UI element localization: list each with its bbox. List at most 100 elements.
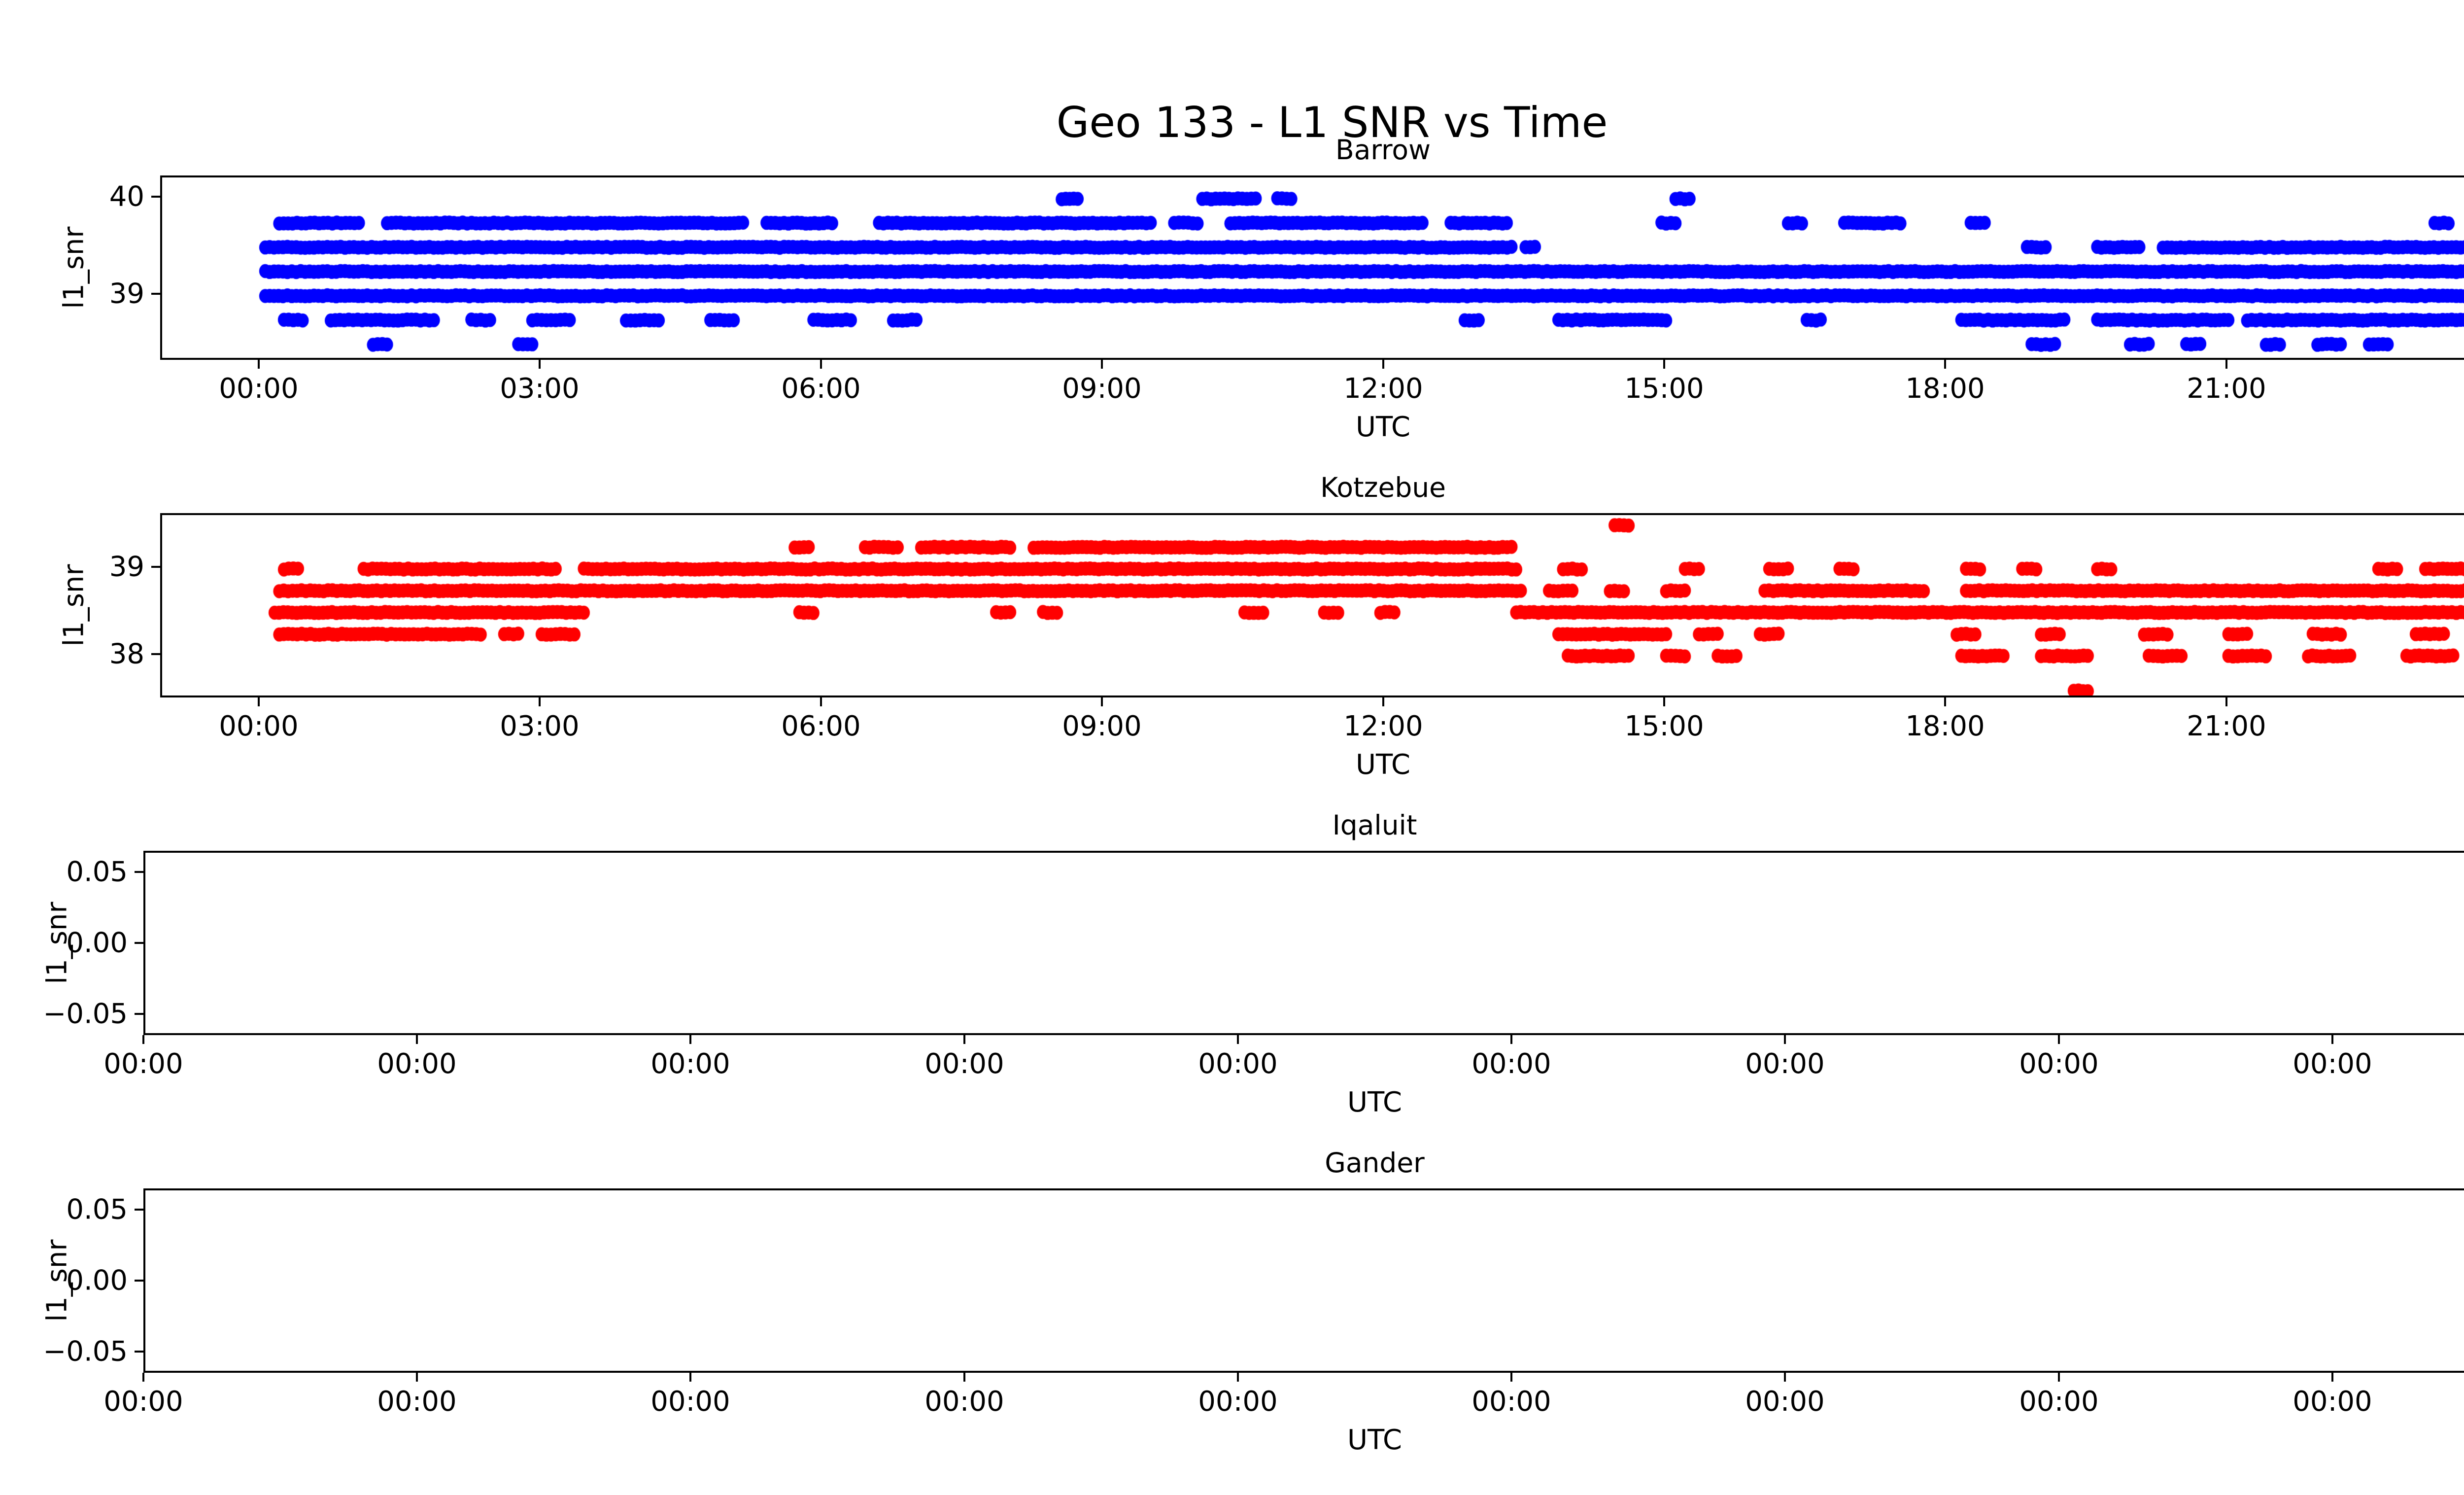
subplot-title-kotzebue: Kotzebue bbox=[1320, 472, 1446, 503]
ytick-gander-0 bbox=[135, 1209, 143, 1211]
yticklabel-gander-2: −0.05 bbox=[43, 1335, 128, 1368]
subplot-title-barrow: Barrow bbox=[1335, 134, 1431, 166]
xticklabel-barrow-6: 18:00 bbox=[1905, 373, 1985, 405]
figure-title-line-1: Geo 133 - L1 SNR vs Time bbox=[1056, 98, 1608, 147]
xtick-gander-4 bbox=[1237, 1373, 1239, 1382]
xtick-barrow-2 bbox=[820, 360, 822, 369]
xtick-gander-3 bbox=[963, 1373, 965, 1382]
xticklabel-kotzebue-4: 12:00 bbox=[1343, 710, 1423, 742]
xticklabel-barrow-4: 12:00 bbox=[1343, 373, 1423, 405]
ylabel-gander: l1_snr bbox=[41, 1239, 73, 1322]
axes-gander bbox=[143, 1188, 2464, 1373]
ytick-gander-1 bbox=[135, 1280, 143, 1282]
xticklabel-kotzebue-1: 03:00 bbox=[500, 710, 580, 742]
subplot-title-gander: Gander bbox=[1325, 1147, 1425, 1179]
xtick-gander-6 bbox=[1784, 1373, 1786, 1382]
xtick-iqaluit-5 bbox=[1510, 1035, 1512, 1044]
ytick-iqaluit-2 bbox=[135, 1013, 143, 1015]
scatter-points-iqaluit bbox=[145, 853, 2464, 1033]
xlabel-iqaluit: UTC bbox=[1347, 1086, 1403, 1118]
xticklabel-barrow-7: 21:00 bbox=[2187, 373, 2266, 405]
xticklabel-iqaluit-7: 00:00 bbox=[2019, 1048, 2099, 1080]
xticklabel-barrow-2: 06:00 bbox=[781, 373, 861, 405]
xtick-kotzebue-0 bbox=[258, 697, 260, 706]
xtick-barrow-4 bbox=[1382, 360, 1384, 369]
xticklabel-kotzebue-0: 00:00 bbox=[219, 710, 299, 742]
xtick-barrow-5 bbox=[1663, 360, 1665, 369]
xticklabel-gander-2: 00:00 bbox=[650, 1386, 730, 1418]
xtick-kotzebue-1 bbox=[539, 697, 541, 706]
xtick-barrow-6 bbox=[1944, 360, 1946, 369]
yticklabel-barrow-0: 40 bbox=[109, 180, 144, 213]
yticklabel-iqaluit-2: −0.05 bbox=[43, 998, 128, 1030]
yticklabel-gander-1: 0.00 bbox=[66, 1264, 128, 1297]
xtick-barrow-0 bbox=[258, 360, 260, 369]
xlabel-barrow: UTC bbox=[1355, 411, 1411, 443]
xticklabel-iqaluit-3: 00:00 bbox=[924, 1048, 1004, 1080]
ylabel-kotzebue: l1_snr bbox=[58, 564, 90, 647]
xtick-kotzebue-5 bbox=[1663, 697, 1665, 706]
xticklabel-iqaluit-1: 00:00 bbox=[377, 1048, 457, 1080]
yticklabel-kotzebue-0: 39 bbox=[109, 551, 144, 583]
xtick-gander-5 bbox=[1510, 1373, 1512, 1382]
xticklabel-gander-8: 00:00 bbox=[2293, 1386, 2372, 1418]
yticklabel-gander-0: 0.05 bbox=[66, 1193, 128, 1226]
scatter-points-barrow bbox=[162, 177, 2464, 358]
xticklabel-barrow-3: 09:00 bbox=[1062, 373, 1142, 405]
xticklabel-iqaluit-0: 00:00 bbox=[103, 1048, 183, 1080]
xtick-gander-0 bbox=[142, 1373, 144, 1382]
xtick-gander-8 bbox=[2331, 1373, 2333, 1382]
xtick-iqaluit-4 bbox=[1237, 1035, 1239, 1044]
ylabel-barrow: l1_snr bbox=[58, 226, 90, 309]
xtick-iqaluit-6 bbox=[1784, 1035, 1786, 1044]
xtick-gander-1 bbox=[416, 1373, 418, 1382]
xticklabel-gander-0: 00:00 bbox=[103, 1386, 183, 1418]
xticklabel-gander-6: 00:00 bbox=[1745, 1386, 1825, 1418]
yticklabel-kotzebue-1: 38 bbox=[109, 638, 144, 670]
xtick-barrow-3 bbox=[1101, 360, 1103, 369]
ytick-barrow-0 bbox=[151, 196, 160, 198]
xticklabel-gander-7: 00:00 bbox=[2019, 1386, 2099, 1418]
ytick-gander-2 bbox=[135, 1351, 143, 1353]
ytick-iqaluit-0 bbox=[135, 871, 143, 873]
xticklabel-iqaluit-6: 00:00 bbox=[1745, 1048, 1825, 1080]
xticklabel-kotzebue-6: 18:00 bbox=[1905, 710, 1985, 742]
xticklabel-kotzebue-2: 06:00 bbox=[781, 710, 861, 742]
xtick-kotzebue-2 bbox=[820, 697, 822, 706]
xticklabel-gander-5: 00:00 bbox=[1472, 1386, 1551, 1418]
ytick-kotzebue-1 bbox=[151, 653, 160, 655]
yticklabel-iqaluit-1: 0.00 bbox=[66, 927, 128, 959]
xticklabel-iqaluit-4: 00:00 bbox=[1198, 1048, 1278, 1080]
xticklabel-barrow-0: 00:00 bbox=[219, 373, 299, 405]
xlabel-gander: UTC bbox=[1347, 1424, 1403, 1456]
xticklabel-kotzebue-3: 09:00 bbox=[1062, 710, 1142, 742]
ylabel-iqaluit: l1_snr bbox=[41, 902, 73, 984]
xtick-kotzebue-6 bbox=[1944, 697, 1946, 706]
ytick-barrow-1 bbox=[151, 293, 160, 295]
xtick-iqaluit-3 bbox=[963, 1035, 965, 1044]
ytick-kotzebue-0 bbox=[151, 566, 160, 568]
ytick-iqaluit-1 bbox=[135, 942, 143, 944]
xtick-kotzebue-4 bbox=[1382, 697, 1384, 706]
subplot-title-iqaluit: Iqaluit bbox=[1332, 809, 1417, 841]
scatter-points-gander bbox=[145, 1190, 2464, 1371]
xticklabel-gander-1: 00:00 bbox=[377, 1386, 457, 1418]
xtick-iqaluit-7 bbox=[2058, 1035, 2060, 1044]
scatter-points-kotzebue bbox=[162, 515, 2464, 695]
xticklabel-gander-3: 00:00 bbox=[924, 1386, 1004, 1418]
xticklabel-iqaluit-2: 00:00 bbox=[650, 1048, 730, 1080]
xticklabel-barrow-1: 03:00 bbox=[500, 373, 580, 405]
xtick-kotzebue-3 bbox=[1101, 697, 1103, 706]
xtick-barrow-1 bbox=[539, 360, 541, 369]
xtick-gander-7 bbox=[2058, 1373, 2060, 1382]
xticklabel-barrow-5: 15:00 bbox=[1624, 373, 1704, 405]
xticklabel-gander-4: 00:00 bbox=[1198, 1386, 1278, 1418]
xticklabel-iqaluit-5: 00:00 bbox=[1472, 1048, 1551, 1080]
xtick-kotzebue-7 bbox=[2225, 697, 2227, 706]
xtick-iqaluit-2 bbox=[689, 1035, 691, 1044]
xtick-iqaluit-0 bbox=[142, 1035, 144, 1044]
axes-iqaluit bbox=[143, 851, 2464, 1035]
yticklabel-barrow-1: 39 bbox=[109, 278, 144, 310]
xlabel-kotzebue: UTC bbox=[1355, 749, 1411, 781]
